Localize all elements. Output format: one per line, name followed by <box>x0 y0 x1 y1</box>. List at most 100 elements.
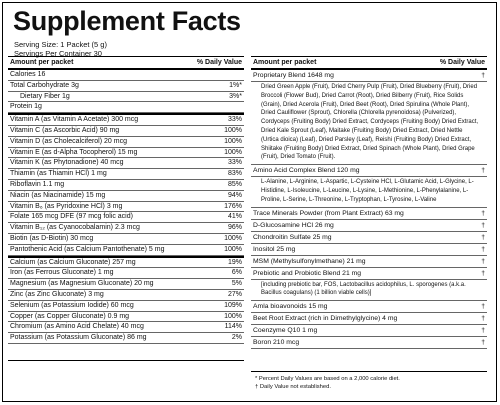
daily-value: 83% <box>227 170 242 178</box>
serving-size: Serving Size: 1 Packet (5 g) <box>14 40 107 49</box>
nutrient-name: Zinc (as Zinc Gluconate) 3 mg <box>10 290 104 298</box>
nutrient-row: Iron (as Ferrous Gluconate) 1 mg 6% <box>8 268 244 280</box>
nutrient-name: Inositol 25 mg <box>253 245 296 253</box>
nutrient-row: Coenzyme Q10 1 mg † <box>251 325 487 338</box>
nutrient-row: Proprietary Blend 1648 mg † <box>251 70 487 82</box>
nutrient-group: Calcium (as Calcium Gluconate) 257 mg 19%… <box>8 255 244 344</box>
nutrient-row: Boron 210 mcg † <box>251 337 487 350</box>
nutrient-name: Potassium (as Potassium Gluconate) 86 mg <box>10 334 147 342</box>
nutrient-row: Trace Minerals Powder (from Plant Extrac… <box>251 208 487 220</box>
nutrient-row: D-Glucosamine HCl 26 mg † <box>251 220 487 232</box>
daily-value: † <box>481 257 485 265</box>
daily-value: 85% <box>227 180 242 188</box>
nutrient-name: Amino Acid Complex Blend 120 mg <box>253 167 360 175</box>
footnote: † Daily Value not established. <box>255 384 331 390</box>
nutrient-name: D-Glucosamine HCl 26 mg <box>253 221 334 229</box>
dv-header: % Daily Value <box>439 59 485 66</box>
nutrient-row: Thiamin (as Thiamin HCl) 1 mg 83% <box>8 169 244 180</box>
daily-value: † <box>481 245 485 253</box>
nutrient-name: Selenium (as Potassium Iodide) 60 mcg <box>10 301 134 309</box>
nutrient-name: Vitamin B₆ (as Pyridoxine HCl) 3 mg <box>10 202 123 210</box>
nutrient-name: Amla bioavonoids 15 mg <box>253 303 328 311</box>
footnote: * Percent Daily Values are based on a 2,… <box>255 376 400 382</box>
daily-value: † <box>481 269 485 277</box>
daily-value: 114% <box>224 323 242 331</box>
daily-value: † <box>481 209 485 217</box>
nutrient-name: Iron (as Ferrous Gluconate) 1 mg <box>10 269 114 277</box>
nutrient-row: Vitamin B₆ (as Pyridoxine HCl) 3 mg 176% <box>8 202 244 213</box>
daily-value: 5% <box>231 280 242 288</box>
servings-per-container: Servings Per Container 30 <box>14 49 102 58</box>
daily-value: 100% <box>224 148 242 156</box>
nutrient-row: Vitamin E (as d-Alpha Tocopherol) 15 mg 1… <box>8 148 244 159</box>
nutrient-row: Inositol 25 mg † <box>251 244 487 256</box>
daily-value: 176% <box>224 202 242 210</box>
nutrient-name: Trace Minerals Powder (from Plant Extrac… <box>253 209 404 217</box>
nutrient-name: Vitamin C (as Ascorbic Acid) 90 mg <box>10 126 120 134</box>
right-column: Amount per packet % Daily Value Proprietar… <box>251 56 487 391</box>
nutrient-name: Copper (as Copper Gluconate) 0.9 mg <box>10 312 130 320</box>
nutrient-row: Vitamin D (as Cholecalciferol) 20 mcg 100… <box>8 137 244 148</box>
nutrient-row: Amino Acid Complex Blend 120 mg † <box>251 165 487 178</box>
ingredient-detail: L-Alanine, L-Arginine, L-Aspartic, L-Cys… <box>251 177 487 208</box>
nutrient-name: Riboflavin 1.1 mg <box>10 180 65 188</box>
nutrient-name: Magnesium (as Magnesium Gluconate) 20 mg <box>10 280 154 288</box>
nutrient-group: Vitamin A (as Vitamin A Acetate) 300 mcg… <box>8 113 244 256</box>
daily-value: 1%* <box>229 81 242 89</box>
daily-value: 33% <box>227 116 242 124</box>
daily-value: † <box>481 221 485 229</box>
daily-value: 2% <box>231 334 242 342</box>
daily-value: 100% <box>224 312 242 320</box>
amount-header: Amount per packet <box>10 59 74 66</box>
nutrient-row: Vitamin B₁₂ (as Cyanocobalamin) 2.3 mcg 9… <box>8 223 244 234</box>
daily-value: 94% <box>227 191 242 199</box>
nutrient-row: Magnesium (as Magnesium Gluconate) 20 mg… <box>8 279 244 290</box>
daily-value: † <box>481 315 485 323</box>
ingredient-detail: [including prebiotic bar, FOS, Lactobaci… <box>251 280 487 302</box>
nutrient-row: Calcium (as Calcium Gluconate) 257 mg 19% <box>8 258 244 269</box>
nutrient-row: Chromium (as Amino Acid Chelate) 40 mcg 1… <box>8 322 244 334</box>
nutrient-row: Zinc (as Zinc Gluconate) 3 mg 27% <box>8 290 244 301</box>
nutrient-row: Vitamin C (as Ascorbic Acid) 90 mg 100% <box>8 126 244 137</box>
nutrient-name: Coenzyme Q10 1 mg <box>253 327 318 335</box>
supplement-label: Supplement Facts Serving Size: 1 Packet … <box>2 2 497 402</box>
daily-value: 100% <box>224 126 242 134</box>
daily-value: † <box>481 339 485 347</box>
nutrient-row: Dietary Fiber 1g 3%* <box>8 92 244 103</box>
nutrient-name: Vitamin K (as Phytonadione) 40 mcg <box>10 159 124 167</box>
nutrient-name: Chondroitin Sulfate 25 mg <box>253 233 332 241</box>
nutrient-row: Selenium (as Potassium Iodide) 60 mcg 109… <box>8 301 244 312</box>
nutrient-name: MSM (Methylsulfonylmethane) 21 mg <box>253 257 366 265</box>
daily-value: † <box>481 233 485 241</box>
daily-value: 100% <box>224 234 242 242</box>
nutrient-name: Vitamin A (as Vitamin A Acetate) 300 mcg <box>10 116 139 124</box>
daily-value: † <box>481 303 485 311</box>
daily-value: † <box>481 327 485 335</box>
daily-value: † <box>481 167 485 175</box>
daily-value: 33% <box>227 159 242 167</box>
nutrient-group: Calories 16 Total Carbohydrate 3g 1%* Dieta… <box>8 70 244 114</box>
nutrient-row: Pantothenic Acid (as Calcium Pantothenat… <box>8 245 244 256</box>
daily-value: 6% <box>231 269 242 277</box>
nutrient-row: Biotin (as D-Biotin) 30 mcg 100% <box>8 234 244 245</box>
daily-value: 19% <box>227 258 242 266</box>
nutrient-name: Proprietary Blend 1648 mg <box>253 72 334 79</box>
nutrient-row: Niacin (as Niacinamide) 15 mg 94% <box>8 191 244 202</box>
nutrient-row: Protein 1g <box>8 102 244 114</box>
nutrient-row: MSM (Methylsulfonylmethane) 21 mg † <box>251 256 487 268</box>
nutrient-row: Chondroitin Sulfate 25 mg † <box>251 232 487 244</box>
nutrient-row: Beet Root Extract (rich in Dimethylglyci… <box>251 313 487 326</box>
nutrient-name: Biotin (as D-Biotin) 30 mcg <box>10 234 94 242</box>
amount-header: Amount per packet <box>253 59 317 66</box>
nutrient-name: Vitamin B₁₂ (as Cyanocobalamin) 2.3 mcg <box>10 224 140 232</box>
ingredient-detail: Dried Green Apple (Fruit), Dried Cherry … <box>251 82 487 166</box>
nutrient-name: Boron 210 mcg <box>253 339 300 347</box>
nutrient-name: Vitamin E (as d-Alpha Tocopherol) 15 mg <box>10 148 138 156</box>
nutrient-row: Amla bioavonoids 15 mg † <box>251 301 487 314</box>
daily-value: 96% <box>227 224 242 232</box>
nutrient-name: Total Carbohydrate 3g <box>10 81 79 89</box>
nutrient-name: Calories 16 <box>10 71 46 78</box>
daily-value: 109% <box>224 301 242 309</box>
nutrient-name: Pantothenic Acid (as Calcium Pantothenat… <box>10 245 165 253</box>
nutrient-row: Folate 165 mcg DFE (97 mcg folic acid) 41… <box>8 212 244 224</box>
